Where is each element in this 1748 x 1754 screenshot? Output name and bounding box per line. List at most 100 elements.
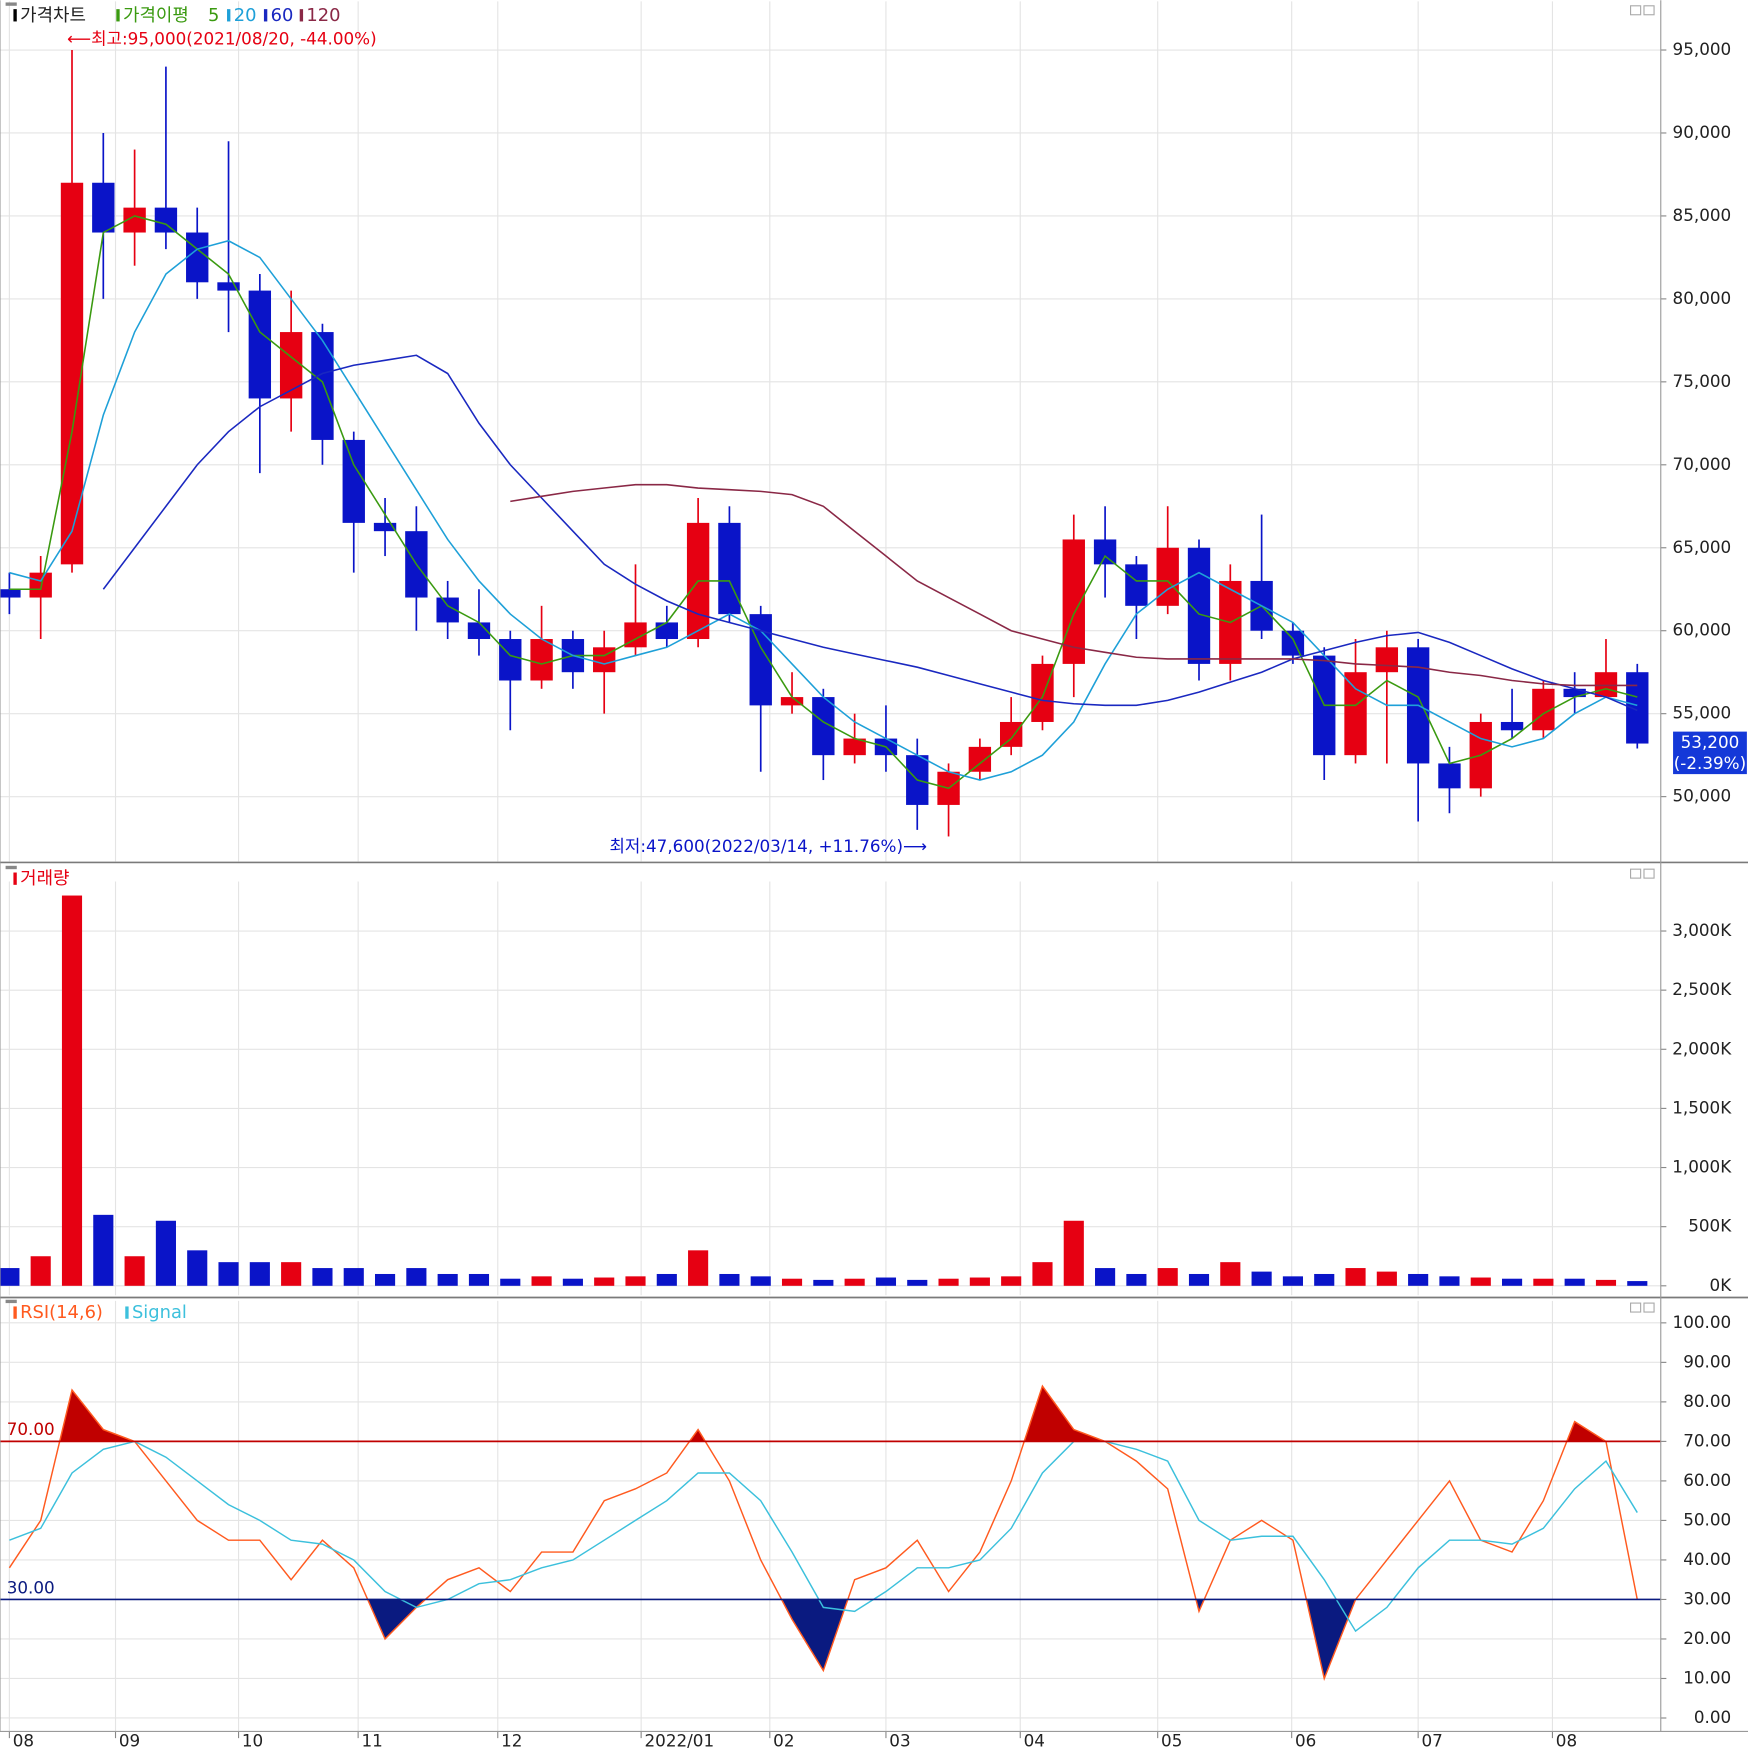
x-tick-label: 07 (1422, 1730, 1443, 1750)
legend-swatch (227, 9, 231, 22)
candle-body (467, 622, 491, 640)
candle-body (1156, 547, 1179, 606)
volume-bar (844, 1278, 865, 1286)
ma-line (102, 354, 1638, 712)
y-tick-label: 90.00 (1683, 1351, 1731, 1371)
x-tick-label: 08 (1556, 1730, 1577, 1750)
panel-handle (5, 1299, 17, 1304)
candle-body (1125, 564, 1148, 606)
volume-bar (1251, 1271, 1272, 1286)
volume-bar (1533, 1278, 1554, 1286)
volume-bar (406, 1268, 427, 1286)
x-tick-label: 02 (773, 1730, 794, 1750)
volume-bar (61, 895, 83, 1286)
candle-body (1062, 539, 1085, 664)
candle-body (60, 182, 84, 565)
candle-body (29, 572, 52, 598)
volume-bar (1627, 1281, 1648, 1286)
legend-label: 20 (234, 5, 257, 26)
legend-swatch (125, 1306, 129, 1319)
y-tick-label: 2,000K (1672, 1038, 1732, 1058)
volume-bar (688, 1250, 709, 1286)
y-tick-label: 500K (1688, 1216, 1732, 1236)
max-annotation: ⟵최고:95,000(2021/08/20, -44.00%) (67, 28, 377, 48)
candle-body (92, 182, 115, 233)
volume-bar (312, 1268, 333, 1286)
candle-body (1375, 647, 1399, 673)
y-tick-label: 20.00 (1683, 1628, 1731, 1648)
volume-bar (907, 1279, 928, 1286)
candle-body (780, 697, 804, 706)
y-tick-label: 55,000 (1673, 703, 1732, 723)
y-tick-label: 40.00 (1683, 1549, 1731, 1569)
volume-bar (1345, 1268, 1366, 1286)
volume-bar (1001, 1276, 1022, 1286)
x-tick-label: 12 (501, 1730, 522, 1750)
y-tick-label: 30.00 (1683, 1588, 1731, 1608)
volume-bar (0, 1268, 20, 1286)
legend-label: RSI(14,6) (20, 1302, 103, 1323)
y-tick-label: 75,000 (1673, 371, 1732, 391)
volume-bar (1157, 1268, 1178, 1286)
legend-swatch (116, 9, 120, 22)
close-icon[interactable] (1643, 5, 1655, 16)
candle-body (248, 290, 272, 399)
legend-swatch (263, 9, 268, 22)
legend-label: 120 (306, 5, 340, 26)
candle-body (655, 622, 678, 640)
volume-bar (1470, 1277, 1491, 1286)
reference-label: 30.00 (7, 1577, 55, 1597)
y-tick-label: 50.00 (1683, 1509, 1731, 1529)
volume-bar (500, 1278, 521, 1286)
candle-body (593, 647, 616, 673)
x-tick-label: 2022/01 (644, 1730, 714, 1750)
y-tick-label: 70.00 (1683, 1430, 1731, 1450)
minimize-icon[interactable] (1630, 5, 1642, 16)
volume-bar (656, 1273, 677, 1286)
rsi-zone-fill (9, 1599, 1638, 1679)
x-tick-label: 06 (1295, 1730, 1316, 1750)
y-tick-label: 60,000 (1673, 620, 1732, 640)
candle-body (1093, 539, 1117, 565)
volume-bar (969, 1277, 990, 1286)
minimize-icon[interactable] (1630, 1302, 1642, 1313)
y-tick-label: 1,000K (1672, 1157, 1732, 1177)
y-tick-label: 65,000 (1673, 537, 1732, 557)
volume-bar (1126, 1273, 1147, 1286)
candle-body (1344, 672, 1367, 756)
volume-bar (437, 1273, 458, 1286)
volume-bar (562, 1278, 583, 1286)
volume-bar (1220, 1262, 1241, 1286)
close-icon[interactable] (1643, 1302, 1655, 1313)
close-icon[interactable] (1643, 868, 1655, 879)
minimize-icon[interactable] (1630, 868, 1642, 879)
volume-bar (531, 1276, 552, 1286)
volume-bar (750, 1276, 771, 1286)
volume-bar (1564, 1278, 1585, 1286)
y-tick-label: 70,000 (1673, 454, 1732, 474)
x-tick-label: 08 (13, 1730, 34, 1750)
candle-body (1563, 688, 1586, 698)
y-tick-label: 80.00 (1683, 1391, 1731, 1411)
ma-line (9, 215, 1638, 790)
volume-bar (1188, 1273, 1210, 1286)
candle-body (1500, 721, 1524, 731)
volume-bar (781, 1278, 803, 1286)
ma-line (510, 483, 1638, 687)
x-tick-label: 04 (1024, 1730, 1045, 1750)
y-tick-label: 60.00 (1683, 1470, 1731, 1490)
volume-bar (155, 1220, 176, 1286)
legend-label: 거래량 (20, 868, 69, 889)
y-tick-label: 0.00 (1694, 1707, 1731, 1727)
candle-body (123, 207, 146, 233)
candle-body (311, 332, 334, 440)
candle-body (186, 232, 209, 283)
rsi-line (8, 1384, 1638, 1681)
y-tick-label: 0K (1710, 1275, 1733, 1295)
candle-body (0, 589, 21, 598)
legend-label: 가격차트 (20, 5, 86, 26)
volume-bar (1376, 1271, 1397, 1286)
legend-swatch (13, 1306, 17, 1319)
ma-line (9, 239, 1638, 781)
